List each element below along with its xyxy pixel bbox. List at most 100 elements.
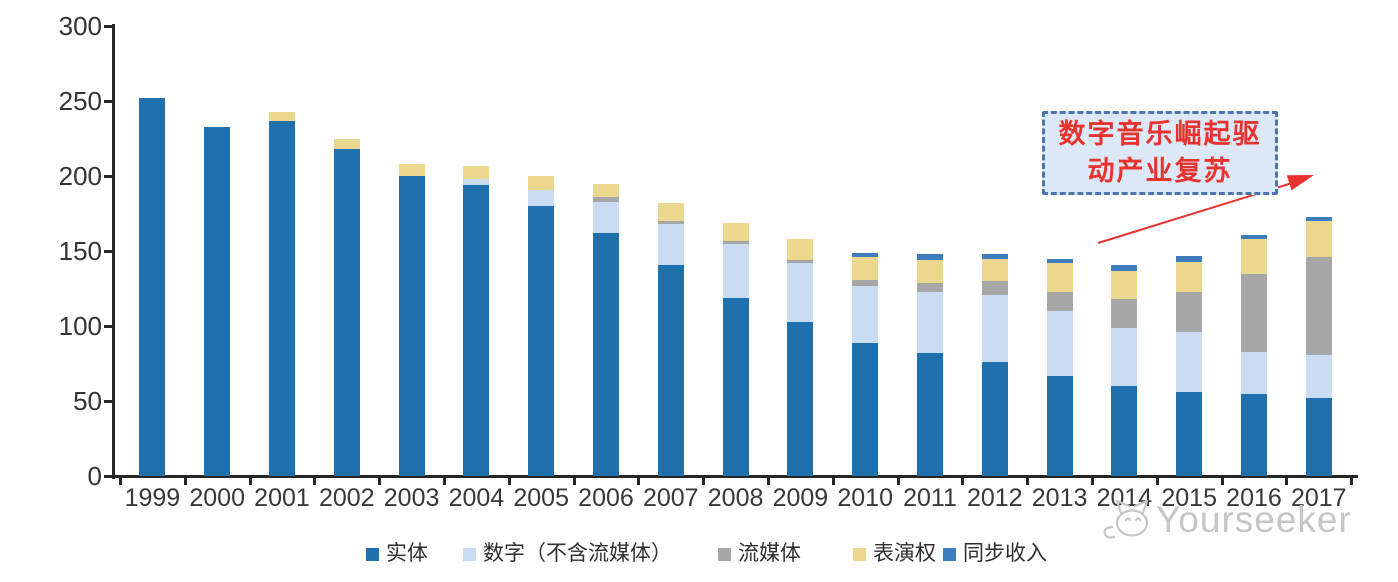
bar-segment-流媒体-2009 — [787, 260, 814, 263]
bar-segment-数字（不含流媒体）-2017 — [1305, 354, 1332, 398]
bar-segment-同步收入-2014 — [1111, 264, 1138, 271]
bar-segment-表演权-2002 — [333, 138, 360, 149]
x-label-2017: 2017 — [1290, 484, 1347, 512]
x-axis-tick — [1026, 478, 1030, 485]
legend-item-1: 实体 — [366, 543, 428, 565]
bar-segment-表演权-2008 — [722, 222, 749, 241]
bar-segment-表演权-2006 — [593, 183, 619, 197]
bar-segment-流媒体-2007 — [657, 221, 684, 224]
x-axis-tick — [767, 478, 770, 485]
legend-label-1: 实体 — [386, 542, 428, 565]
x-label-2011: 2011 — [903, 484, 957, 512]
bar-segment-实体-2010 — [852, 342, 879, 476]
bar-segment-实体-2007 — [657, 264, 684, 476]
bar-segment-流媒体-2012 — [981, 281, 1008, 295]
bar-segment-实体-2008 — [722, 297, 749, 476]
x-label-2016: 2016 — [1226, 484, 1282, 512]
x-axis-line — [112, 475, 1358, 478]
bar-segment-流媒体-2006 — [593, 197, 619, 202]
legend-swatch-2 — [463, 547, 476, 561]
bar-segment-实体-2015 — [1176, 392, 1203, 476]
bar-segment-表演权-2017 — [1305, 221, 1332, 257]
legend-item-2: 数字（不含流媒体） — [463, 543, 672, 565]
bar-segment-同步收入-2015 — [1176, 255, 1203, 262]
bar-segment-表演权-2001 — [269, 111, 295, 121]
bar-segment-数字（不含流媒体）-2008 — [722, 243, 749, 298]
legend-swatch-5 — [943, 547, 956, 561]
bar-segment-实体-2016 — [1241, 393, 1267, 476]
bar-segment-数字（不含流媒体）-2015 — [1176, 332, 1203, 392]
y-axis-tick — [104, 400, 112, 403]
bar-segment-数字（不含流媒体）-2006 — [593, 201, 619, 233]
legend-label-2: 数字（不含流媒体） — [483, 542, 672, 565]
bar-segment-表演权-2015 — [1176, 261, 1203, 292]
x-label-2015: 2015 — [1161, 484, 1217, 512]
x-axis-tick — [378, 478, 382, 485]
bar-segment-实体-2014 — [1111, 386, 1138, 476]
annotation-line1: 数字音乐崛起驱 — [1058, 119, 1262, 149]
y-tick-label: 0 — [87, 461, 102, 491]
cat-logo-icon — [1103, 499, 1149, 539]
x-axis-tick — [896, 478, 900, 485]
x-label-2009: 2009 — [772, 484, 829, 512]
bar-segment-实体-2000 — [204, 126, 231, 476]
bar-segment-实体-2006 — [593, 233, 619, 476]
x-axis-tick — [183, 478, 187, 485]
legend-label-5: 同步收入 — [963, 542, 1047, 565]
bar-segment-实体-2005 — [528, 206, 555, 476]
x-label-2012: 2012 — [966, 484, 1023, 512]
x-axis-tick — [702, 478, 706, 485]
legend-swatch-1 — [366, 547, 379, 561]
x-axis-tick — [1155, 478, 1159, 485]
bar-segment-实体-2004 — [463, 185, 490, 476]
bar-segment-表演权-2010 — [852, 257, 879, 280]
legend-item-4: 表演权 — [853, 543, 936, 565]
bar-segment-流媒体-2014 — [1111, 299, 1138, 328]
x-axis-tick — [507, 478, 511, 485]
legend-item-3: 流媒体 — [718, 543, 801, 565]
bar-segment-实体-2017 — [1305, 398, 1332, 476]
bar-segment-数字（不含流媒体）-2011 — [917, 291, 943, 353]
annotation-callout: 数字音乐崛起驱 动产业复苏 — [1042, 111, 1278, 195]
bar-segment-实体-2003 — [398, 176, 425, 476]
bar-segment-同步收入-2012 — [981, 254, 1008, 259]
bar-segment-表演权-2004 — [463, 165, 490, 179]
bar-segment-数字（不含流媒体）-2013 — [1046, 311, 1073, 376]
x-label-2014: 2014 — [1096, 484, 1153, 512]
y-axis-tick — [104, 100, 112, 103]
bar-segment-同步收入-2010 — [852, 252, 879, 257]
y-axis-tick — [104, 475, 112, 478]
bar-segment-数字（不含流媒体）-2004 — [463, 179, 490, 185]
watermark-text: Yourseeker — [1156, 499, 1352, 540]
x-label-2013: 2013 — [1031, 484, 1088, 512]
bar-segment-表演权-2012 — [981, 258, 1008, 281]
y-tick-label: 250 — [58, 86, 102, 116]
bar-segment-流媒体-2016 — [1241, 273, 1267, 352]
legend-label-4: 表演权 — [873, 542, 936, 565]
bar-segment-实体-2002 — [333, 149, 360, 476]
bar-segment-流媒体-2017 — [1305, 257, 1332, 355]
x-axis-tick — [961, 478, 965, 485]
legend-item-5: 同步收入 — [943, 543, 1047, 565]
bar-segment-表演权-2011 — [917, 260, 943, 283]
y-axis-line — [112, 24, 115, 479]
x-label-2003: 2003 — [383, 484, 440, 512]
y-tick-label: 100 — [58, 311, 102, 341]
x-axis-tick — [831, 478, 835, 485]
bar-segment-数字（不含流媒体）-2014 — [1111, 327, 1138, 386]
bar-segment-流媒体-2011 — [917, 282, 943, 292]
x-axis-tick — [313, 478, 317, 485]
y-tick-label: 50 — [73, 386, 102, 416]
bar-segment-数字（不含流媒体）-2012 — [981, 294, 1008, 362]
x-label-2004: 2004 — [448, 484, 505, 512]
y-axis-tick — [104, 250, 112, 253]
bar-segment-流媒体-2015 — [1176, 291, 1203, 332]
y-tick-label: 150 — [58, 236, 102, 266]
x-axis-tick — [1350, 478, 1354, 485]
x-label-2001: 2001 — [254, 484, 310, 512]
bar-segment-流媒体-2010 — [852, 279, 879, 286]
